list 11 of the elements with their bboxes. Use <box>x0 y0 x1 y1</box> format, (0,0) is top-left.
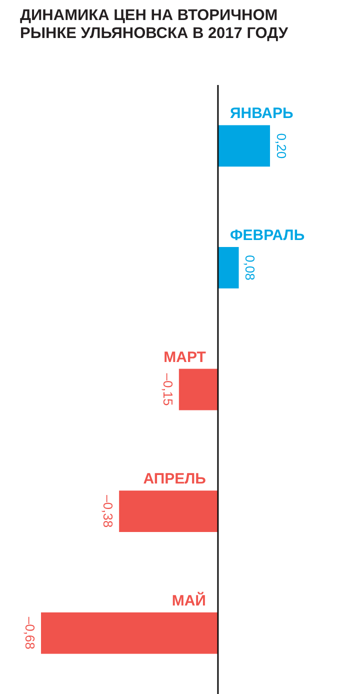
y-tick-label: МАЙ <box>172 591 206 610</box>
data-label: 0,08 <box>242 255 258 280</box>
data-label: –0,38 <box>100 495 116 528</box>
y-tick-label: ФЕВРАЛЬ <box>230 226 305 244</box>
data-label: –0,68 <box>22 616 38 650</box>
data-label: 0,20 <box>274 133 289 159</box>
y-tick-label: ЯНВАРЬ <box>230 105 294 122</box>
y-tick-label: АПРЕЛЬ <box>143 470 206 488</box>
y-tick-label: МАРТ <box>164 348 206 366</box>
chart-title: ДИНАМИКА ЦЕН НА ВТОРИЧНОМ РЫНКЕ УЛЬЯНОВСКА В 2017 ГОДУ <box>20 7 288 42</box>
data-label: –0,15 <box>160 373 176 406</box>
